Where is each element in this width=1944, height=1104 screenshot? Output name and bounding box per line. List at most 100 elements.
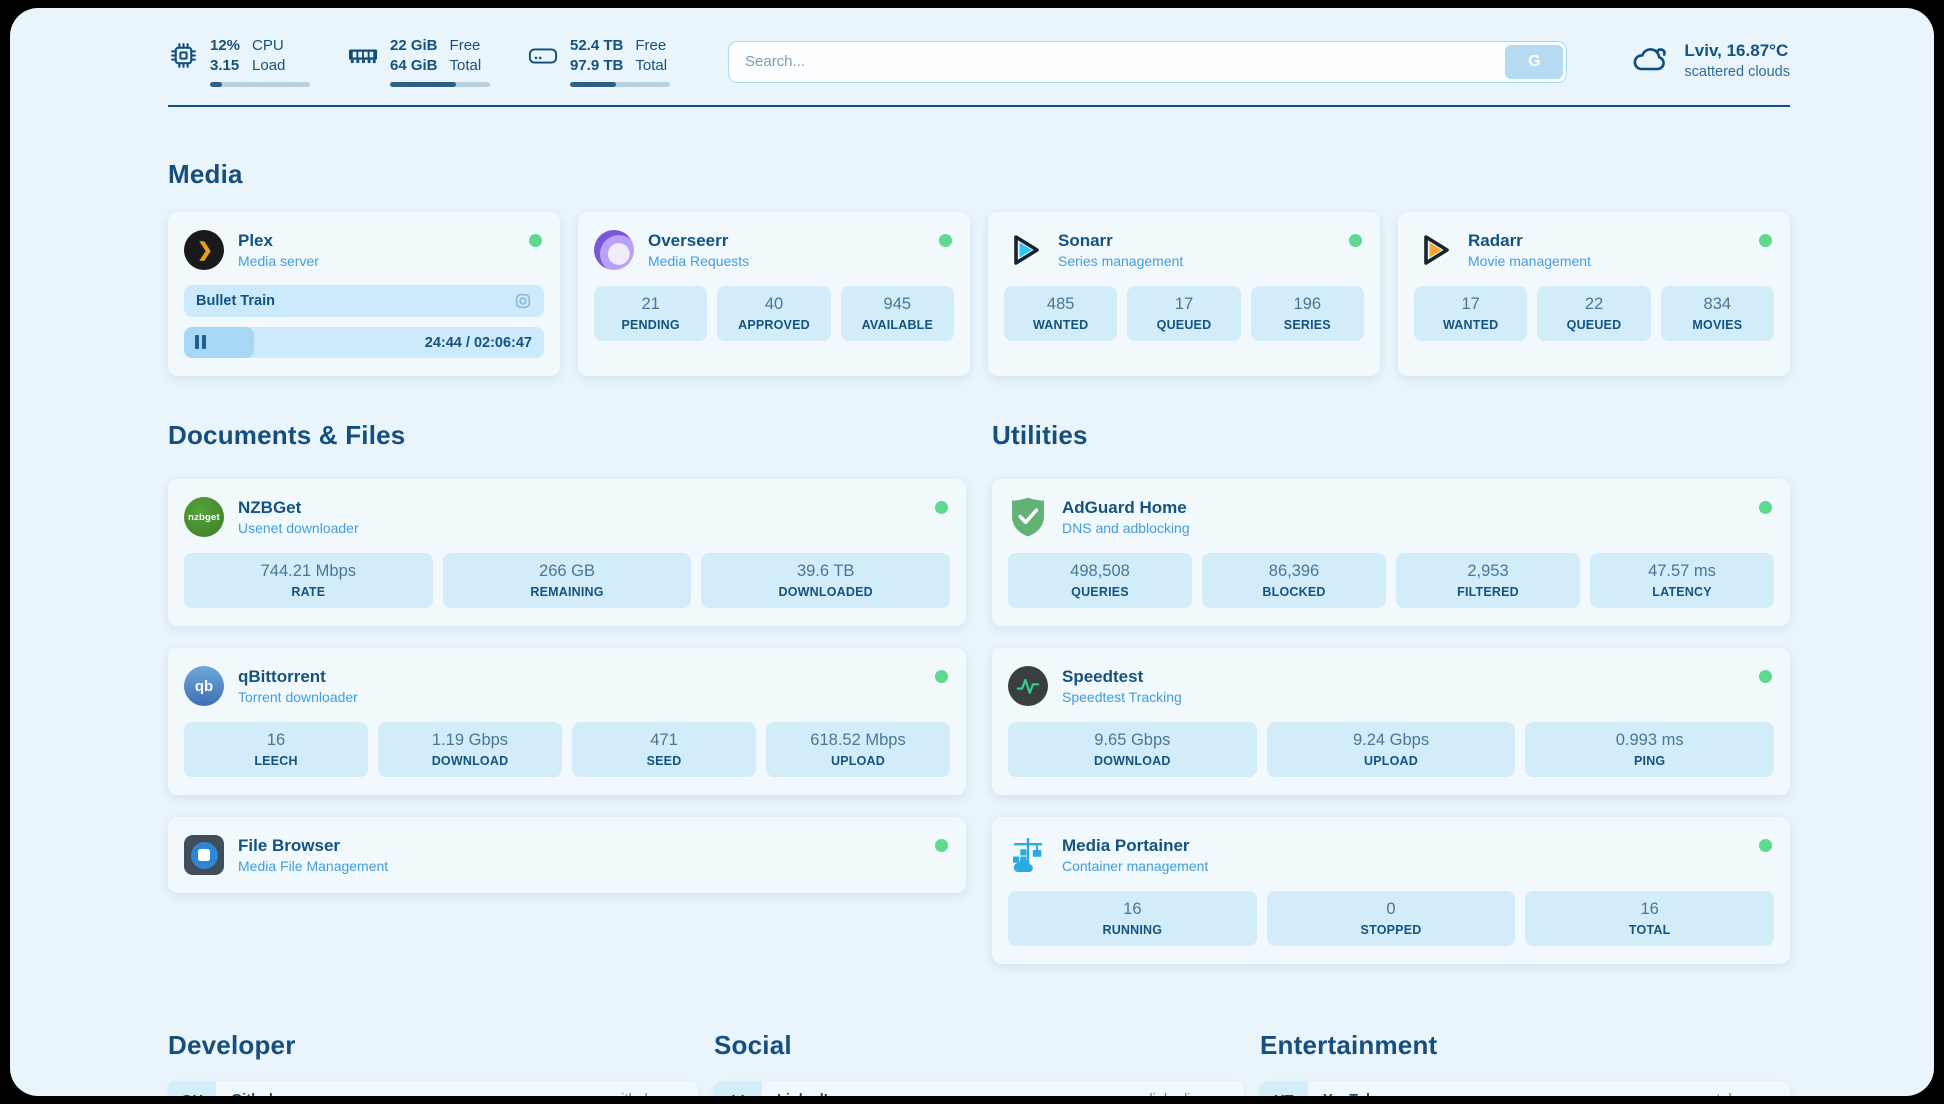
bookmark-url[interactable]: github.com xyxy=(613,1092,684,1096)
nzbget-icon: nzbget xyxy=(184,497,224,537)
now-playing-row[interactable]: Bullet Train xyxy=(184,285,544,317)
stat-box: 17 QUEUED xyxy=(1127,286,1241,341)
stat-box: 618.52 Mbps UPLOAD xyxy=(766,722,950,777)
qbittorrent-icon: qb xyxy=(184,666,224,706)
now-playing-title: Bullet Train xyxy=(196,293,275,309)
search: G xyxy=(728,40,1568,83)
memory-labels: Free Total xyxy=(449,37,482,74)
bookmark-group-entertainment: Entertainment YT YouTube youtube.com NF … xyxy=(1260,1030,1790,1096)
app-card-qbittorrent[interactable]: qb qBittorrent Torrent downloader 16 LEEC… xyxy=(168,648,966,795)
app-name: Radarr xyxy=(1468,231,1523,251)
cpu-stat: 12% 3.15 CPU Load xyxy=(168,36,310,87)
app-name: Speedtest xyxy=(1062,667,1144,687)
stat-box: 86,396 BLOCKED xyxy=(1202,553,1386,608)
stat-box: 21 PENDING xyxy=(594,286,708,341)
app-card-overseerr[interactable]: Overseerr Media Requests 21 PENDING 40 APP… xyxy=(578,212,970,376)
bookmark-url[interactable]: youtube.com xyxy=(1693,1092,1776,1096)
memory-values: 22 GiB 64 GiB xyxy=(390,37,438,74)
status-dot xyxy=(1759,501,1772,514)
stat-box: 485 WANTED xyxy=(1004,286,1118,341)
app-name: AdGuard Home xyxy=(1062,498,1187,518)
filebrowser-icon xyxy=(184,835,224,875)
section-media: Media ❯ Plex Media server Bullet Train xyxy=(168,159,1790,376)
section-title-social: Social xyxy=(714,1030,792,1060)
app-subtitle: Series management xyxy=(1058,252,1184,269)
portainer-icon xyxy=(1008,835,1048,875)
playback-progress-bar[interactable]: 24:44 / 02:06:47 xyxy=(184,327,544,358)
status-dot xyxy=(935,501,948,514)
cpu-icon xyxy=(168,41,198,71)
radarr-icon xyxy=(1414,230,1454,270)
status-dot xyxy=(1759,839,1772,852)
stat-box: 834 MOVIES xyxy=(1660,286,1774,341)
disk-stat: 52.4 TB 97.9 TB Free Total xyxy=(528,36,670,87)
stat-box: 2,953 FILTERED xyxy=(1396,553,1580,608)
system-stats: 12% 3.15 CPU Load xyxy=(168,36,670,87)
app-card-filebrowser[interactable]: File Browser Media File Management xyxy=(168,817,966,893)
app-subtitle: Media server xyxy=(238,252,319,269)
bookmark-abbr: LI xyxy=(714,1081,762,1096)
search-input[interactable] xyxy=(728,40,1568,83)
disk-progress-bar xyxy=(570,82,670,87)
app-subtitle: Torrent downloader xyxy=(238,688,358,705)
header-divider xyxy=(168,105,1790,107)
app-card-radarr[interactable]: Radarr Movie management 17 WANTED 22 QUEUE… xyxy=(1398,212,1790,376)
adguard-icon xyxy=(1008,497,1048,537)
status-dot xyxy=(935,670,948,683)
bookmark-linkedin[interactable]: LI LinkedIn linkedin.com xyxy=(714,1081,1244,1096)
stat-box: 471 SEED xyxy=(572,722,756,777)
bookmark-name: Github xyxy=(231,1092,278,1096)
app-card-sonarr[interactable]: Sonarr Series management 485 WANTED 17 QUE… xyxy=(988,212,1380,376)
section-title-entertainment: Entertainment xyxy=(1260,1030,1438,1060)
bookmark-youtube[interactable]: YT YouTube youtube.com xyxy=(1260,1081,1790,1096)
app-name: Media Portainer xyxy=(1062,836,1190,856)
app-name: Plex xyxy=(238,231,273,251)
bookmark-name: LinkedIn xyxy=(777,1092,837,1096)
bookmark-url[interactable]: linkedin.com xyxy=(1149,1092,1230,1096)
app-card-speedtest[interactable]: Speedtest Speedtest Tracking 9.65 Gbps DO… xyxy=(992,648,1790,795)
status-dot xyxy=(939,234,952,247)
stat-box: 9.24 Gbps UPLOAD xyxy=(1266,722,1516,777)
weather-condition: scattered clouds xyxy=(1684,64,1790,81)
pause-icon[interactable] xyxy=(195,335,206,349)
cpu-labels: CPU Load xyxy=(252,37,286,74)
bookmark-group-social: Social LI LinkedIn linkedin.com TW Twitt… xyxy=(714,1030,1244,1096)
stat-box: 744.21 Mbps RATE xyxy=(184,553,433,608)
app-card-plex[interactable]: ❯ Plex Media server Bullet Train xyxy=(168,212,560,376)
cpu-progress-bar xyxy=(210,82,310,87)
weather-widget: Lviv, 16.87°C scattered clouds xyxy=(1629,40,1790,83)
stat-box: 22 QUEUED xyxy=(1537,286,1651,341)
app-card-nzbget[interactable]: nzbget NZBGet Usenet downloader 744.21 M… xyxy=(168,479,966,626)
status-dot xyxy=(1759,670,1772,683)
app-name: Overseerr xyxy=(648,231,729,251)
stat-box: 266 GB REMAINING xyxy=(442,553,692,608)
app-name: qBittorrent xyxy=(238,667,326,687)
section-title-media: Media xyxy=(168,159,243,189)
stat-box: 16 TOTAL xyxy=(1525,891,1775,946)
stat-box: 16 RUNNING xyxy=(1008,891,1257,946)
app-name: Sonarr xyxy=(1058,231,1113,251)
app-card-adguard[interactable]: AdGuard Home DNS and adblocking 498,508 Q… xyxy=(992,479,1790,626)
bookmark-name: YouTube xyxy=(1323,1092,1383,1096)
bookmark-github[interactable]: GH Github github.com xyxy=(168,1081,698,1096)
weather-location-temp: Lviv, 16.87°C xyxy=(1684,41,1789,61)
search-engine-button[interactable]: G xyxy=(1505,44,1564,79)
stream-settings-icon[interactable] xyxy=(514,292,532,310)
section-documents: Documents & Files nzbget NZBGet Usenet d… xyxy=(168,420,966,964)
app-subtitle: Movie management xyxy=(1468,252,1591,269)
stat-box: 47.57 ms LATENCY xyxy=(1590,553,1774,608)
section-utilities: Utilities AdGuard Home DNS and adblockin… xyxy=(992,420,1790,964)
stat-box: 9.65 Gbps DOWNLOAD xyxy=(1008,722,1257,777)
disk-labels: Free Total xyxy=(635,37,668,74)
stat-box: 498,508 QUERIES xyxy=(1008,553,1192,608)
ram-icon xyxy=(348,41,378,71)
section-title-documents: Documents & Files xyxy=(168,420,406,450)
stat-box: 0.993 ms PING xyxy=(1525,722,1775,777)
app-card-portainer[interactable]: Media Portainer Container management 16 R… xyxy=(992,817,1790,964)
stat-box: 196 SERIES xyxy=(1250,286,1364,341)
overseerr-icon xyxy=(594,230,634,270)
stat-box: 17 WANTED xyxy=(1414,286,1528,341)
cpu-values: 12% 3.15 xyxy=(210,37,241,74)
dashboard-page: 12% 3.15 CPU Load xyxy=(10,8,1934,1096)
status-dot xyxy=(935,839,948,852)
